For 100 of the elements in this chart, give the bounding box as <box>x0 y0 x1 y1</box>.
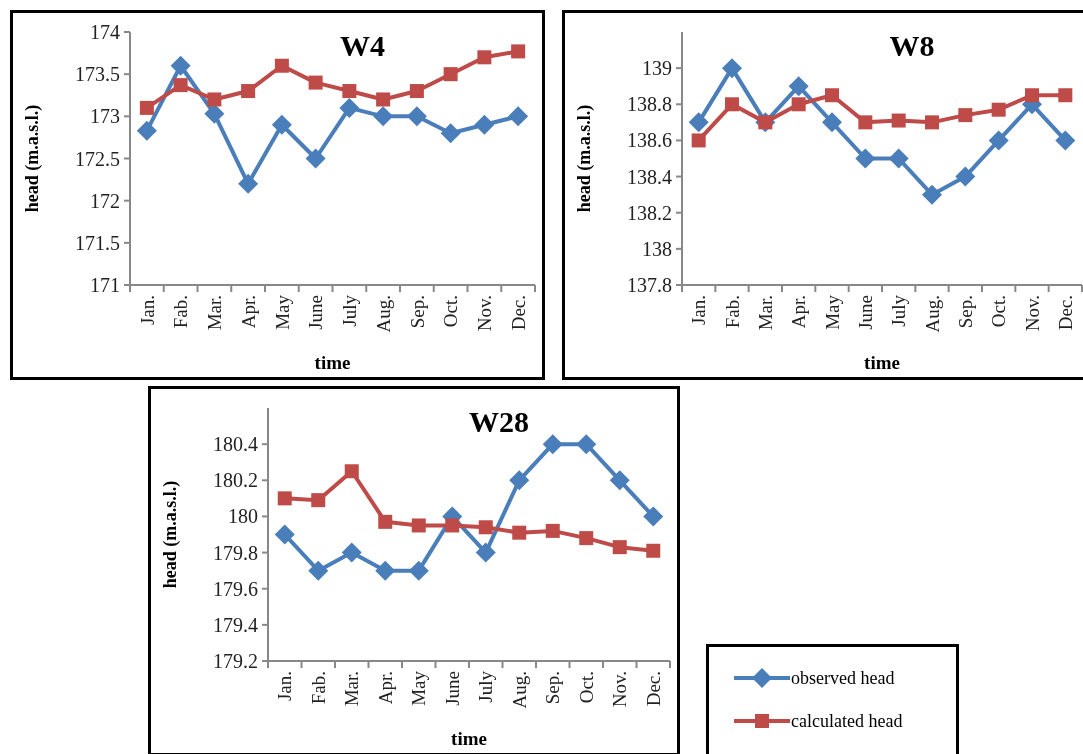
point <box>788 76 809 97</box>
point <box>508 106 529 127</box>
point <box>207 92 222 107</box>
point <box>238 173 259 194</box>
point <box>612 540 627 555</box>
point <box>274 524 295 545</box>
y-tick-label: 179.2 <box>213 650 258 672</box>
point <box>308 560 329 581</box>
point <box>308 75 323 90</box>
x-tick-label: Mar. <box>204 295 226 331</box>
point <box>440 123 461 144</box>
point <box>274 58 289 73</box>
point <box>643 506 664 527</box>
point <box>511 44 526 59</box>
y-tick-label: 174 <box>90 21 120 43</box>
point <box>474 114 495 135</box>
x-tick-label: May <box>408 670 430 706</box>
x-tick-label: Fab. <box>307 671 329 705</box>
point <box>791 97 806 112</box>
point <box>477 50 492 65</box>
y-tick-label: 138.4 <box>627 165 672 188</box>
point <box>170 55 191 76</box>
x-tick-label: July <box>888 294 910 327</box>
x-tick-label: Aug. <box>372 295 394 333</box>
point <box>725 97 739 112</box>
y-tick-label: 137.8 <box>627 274 672 296</box>
x-tick-label: Dec. <box>1054 295 1076 331</box>
point <box>406 106 427 127</box>
point <box>858 115 873 130</box>
point <box>1055 130 1076 151</box>
point <box>342 84 357 99</box>
point <box>825 88 839 103</box>
x-tick-label: Nov. <box>609 671 631 708</box>
y-tick-label: 179.8 <box>213 541 258 564</box>
point <box>891 113 906 128</box>
x-tick-label: July <box>475 670 497 703</box>
point <box>339 97 360 118</box>
x-tick-label: Apr. <box>788 295 810 329</box>
point <box>925 115 939 130</box>
x-tick-label: Fab. <box>721 295 743 329</box>
x-tick-label: Oct. <box>988 295 1010 328</box>
x-tick-label: Nov. <box>474 295 496 332</box>
y-tick-label: 173 <box>90 105 120 128</box>
point <box>991 102 1006 117</box>
x-axis-title: time <box>314 352 351 373</box>
y-tick-label: 180 <box>228 505 258 528</box>
point <box>373 106 394 127</box>
x-tick-label: Jan. <box>274 671 296 702</box>
y-axis-title: head (m.a.s.l.) <box>22 104 43 213</box>
legend-label: observed head <box>791 668 895 689</box>
point <box>988 130 1009 151</box>
point <box>443 67 458 82</box>
point <box>204 103 225 124</box>
point <box>408 560 429 581</box>
point <box>305 148 326 169</box>
x-tick-label: Aug. <box>508 671 530 709</box>
point <box>344 464 359 479</box>
point <box>958 108 973 123</box>
point <box>1058 88 1073 103</box>
y-tick-label: 180.4 <box>213 433 258 456</box>
x-tick-label: Dec. <box>642 671 664 707</box>
point <box>411 518 426 533</box>
point <box>139 100 154 115</box>
x-tick-label: Apr. <box>237 295 259 329</box>
point <box>445 518 460 533</box>
point <box>576 434 597 455</box>
y-tick-label: 172 <box>90 189 120 212</box>
y-tick-label: 173.5 <box>75 63 120 86</box>
point <box>241 84 256 99</box>
point <box>277 491 292 506</box>
chart-title: W4 <box>340 29 385 62</box>
point <box>271 114 292 135</box>
x-tick-label: Jan. <box>688 295 710 326</box>
x-tick-label: Oct. <box>575 671 597 704</box>
x-axis-title: time <box>864 352 900 373</box>
x-tick-label: Sep. <box>406 295 428 329</box>
point <box>609 470 630 491</box>
x-tick-label: May <box>271 294 293 330</box>
point <box>722 58 742 79</box>
point <box>579 531 594 546</box>
x-tick-label: Mar. <box>341 671 363 707</box>
point <box>922 184 942 205</box>
y-axis-title: head (m.a.s.l.) <box>160 480 181 589</box>
x-tick-label: Dec. <box>507 295 529 331</box>
y-tick-label: 138.6 <box>627 129 672 152</box>
point <box>173 78 188 93</box>
x-axis-title: time <box>451 728 487 749</box>
x-tick-label: Mar. <box>754 295 776 331</box>
x-tick-label: Fab. <box>170 295 192 329</box>
y-tick-label: 138.8 <box>627 93 672 116</box>
point <box>341 542 362 563</box>
x-tick-label: June <box>441 671 463 706</box>
point <box>888 148 909 169</box>
point <box>136 120 157 141</box>
y-tick-label: 172.5 <box>75 147 120 170</box>
point <box>375 560 396 581</box>
point <box>378 514 393 529</box>
point <box>688 112 709 133</box>
point <box>478 520 493 535</box>
point <box>311 493 326 508</box>
